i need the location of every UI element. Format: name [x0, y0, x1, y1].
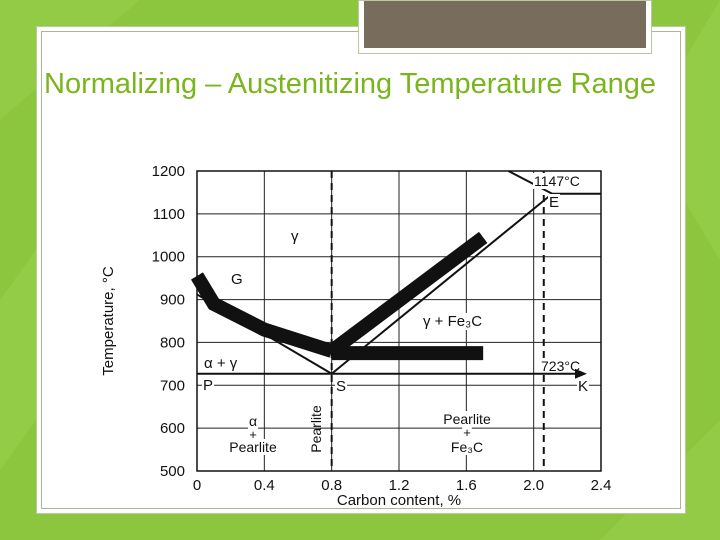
label-723c-bg [540, 358, 582, 374]
y-tick-label: 700 [160, 377, 185, 394]
slide-title: Normalizing – Austenitizing Temperature … [44, 68, 657, 100]
label-alpha-bg [247, 413, 259, 429]
y-tick-label: 1100 [153, 206, 185, 223]
y-tick-label: 500 [160, 463, 185, 480]
x-axis-label: Carbon content, % [337, 492, 461, 509]
label-gamma: γ [291, 228, 299, 245]
label-fe3c-bg [449, 439, 485, 455]
x-tick-label: 0.8 [321, 477, 342, 494]
label-1147c-bg [533, 173, 581, 189]
label-point-s-bg [335, 378, 348, 395]
band-hatch-0 [192, 273, 334, 357]
label-pearlite-right: Pearlite [443, 411, 491, 427]
x-tick-label: 2.0 [523, 477, 544, 494]
label-point-p: P [203, 377, 213, 394]
label-alpha-gamma: α + γ [204, 355, 238, 372]
label-pearlite-left: Pearlite [229, 439, 277, 455]
label-point-e-bg [548, 194, 561, 211]
x-tick-label: 1.6 [456, 477, 477, 494]
y-axis-label: Temperature, °C [100, 266, 117, 376]
header-tab [358, 0, 652, 54]
plot-frame [196, 170, 602, 472]
y-tick-label: 600 [160, 420, 185, 437]
y-tick-label: 1000 [152, 249, 185, 266]
label-point-g-bg [230, 271, 244, 288]
label-pearlite-right-bg [442, 411, 492, 427]
label-alpha-gamma-bg [203, 355, 239, 372]
label-point-s: S [336, 378, 346, 395]
phase-line-1 [331, 192, 553, 375]
label-point-p-bg [202, 377, 215, 394]
label-fe3c: Fe₃C [451, 439, 483, 455]
label-1147c: 1147°C [534, 173, 580, 189]
label-pearlite-vertical: Pearlite [308, 405, 324, 453]
y-tick-label: 1200 [152, 163, 185, 180]
phase-line-0 [196, 293, 333, 375]
x-tick-label: 1.2 [389, 477, 410, 494]
label-point-k: K [578, 378, 588, 395]
x-tick-label: 0 [193, 477, 201, 494]
label-pearlite-left-bg [228, 439, 278, 455]
header-tab-fill [364, 1, 646, 48]
eutectoid-arrowhead [575, 368, 587, 379]
label-gamma-fe3c-bg [422, 313, 484, 330]
y-tick-label: 900 [160, 292, 185, 309]
band-hatch-1 [328, 233, 487, 356]
phase-line-3 [507, 170, 553, 195]
x-tick-label: 2.4 [591, 477, 612, 494]
x-tick-label: 0.4 [254, 477, 275, 494]
label-plus-2: + [463, 425, 471, 440]
label-723c: 723°C [541, 358, 580, 374]
label-point-e: E [549, 194, 559, 211]
label-plus-1: + [249, 427, 257, 442]
label-alpha: α [249, 413, 257, 429]
label-plus-1-bg [248, 427, 258, 442]
slide-card [36, 26, 686, 514]
label-gamma-bg [290, 228, 300, 245]
y-tick-label: 800 [160, 334, 185, 351]
label-gamma-fe3c: γ + Fe₃C [423, 313, 482, 330]
label-plus-2-bg [462, 425, 472, 440]
label-point-k-bg [577, 378, 590, 395]
label-point-g: G [231, 271, 243, 288]
